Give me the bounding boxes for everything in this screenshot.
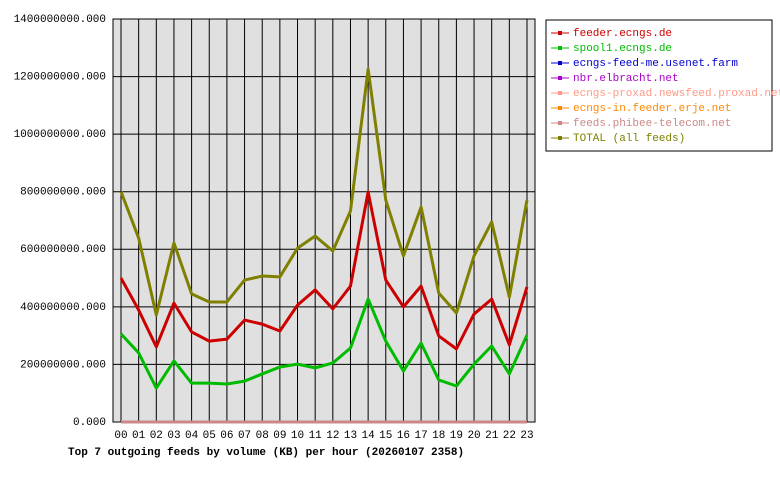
x-tick-label: 09: [273, 430, 286, 442]
legend-box: [545, 19, 773, 152]
y-tick-label: 600000000.000: [20, 244, 106, 256]
legend-marker: [558, 136, 562, 140]
x-tick-label: 07: [238, 430, 251, 442]
y-tick-label: 800000000.000: [20, 187, 106, 199]
y-tick-label: 1400000000.000: [14, 14, 106, 26]
legend-label: feeder.ecngs.de: [573, 28, 672, 40]
legend-marker: [558, 76, 562, 80]
x-tick-label: 08: [256, 430, 269, 442]
legend-marker: [558, 61, 562, 65]
legend-label: spool1.ecngs.de: [573, 43, 672, 55]
x-tick-label: 03: [167, 430, 180, 442]
series-line: [119, 190, 529, 351]
legend-label: ecngs-feed-me.usenet.farm: [573, 58, 738, 70]
x-tick-label: 20: [467, 430, 480, 442]
series-line: [119, 297, 529, 390]
x-tick-label: 12: [326, 430, 339, 442]
y-tick-label: 1000000000.000: [14, 129, 106, 141]
y-tick-label: 200000000.000: [20, 359, 106, 371]
chart-title: Top 7 outgoing feeds by volume (KB) per …: [68, 447, 464, 459]
y-tick-label: 0.000: [73, 417, 106, 429]
legend-marker: [558, 106, 562, 110]
x-tick-label: 22: [503, 430, 516, 442]
x-tick-label: 13: [344, 430, 357, 442]
legend-marker: [558, 121, 562, 125]
legend-marker: [558, 91, 562, 95]
x-tick-label: 21: [485, 430, 499, 442]
x-tick-label: 15: [379, 430, 392, 442]
x-tick-label: 10: [291, 430, 304, 442]
x-tick-label: 11: [309, 430, 323, 442]
y-tick-label: 400000000.000: [20, 302, 106, 314]
x-tick-label: 02: [150, 430, 163, 442]
x-tick-label: 05: [203, 430, 216, 442]
series-line: [119, 67, 529, 317]
y-tick-label: 1200000000.000: [14, 71, 106, 83]
x-tick-label: 04: [185, 430, 199, 442]
legend-label: TOTAL (all feeds): [573, 133, 685, 145]
legend-marker: [558, 31, 562, 35]
legend-label: ecngs-in.feeder.erje.net: [573, 103, 731, 115]
legend-marker: [558, 46, 562, 50]
legend-label: nbr.elbracht.net: [573, 73, 679, 85]
x-tick-label: 14: [362, 430, 376, 442]
x-tick-label: 19: [450, 430, 463, 442]
legend-label: ecngs-proxad.newsfeed.proxad.net: [573, 88, 780, 100]
x-tick-label: 23: [520, 430, 533, 442]
x-tick-label: 06: [220, 430, 233, 442]
x-tick-label: 17: [414, 430, 427, 442]
x-tick-label: 00: [114, 430, 127, 442]
plot-area: [112, 18, 536, 423]
legend-label: feeds.phibee-telecom.net: [573, 118, 731, 130]
x-tick-label: 16: [397, 430, 410, 442]
x-tick-label: 18: [432, 430, 445, 442]
x-tick-label: 01: [132, 430, 146, 442]
